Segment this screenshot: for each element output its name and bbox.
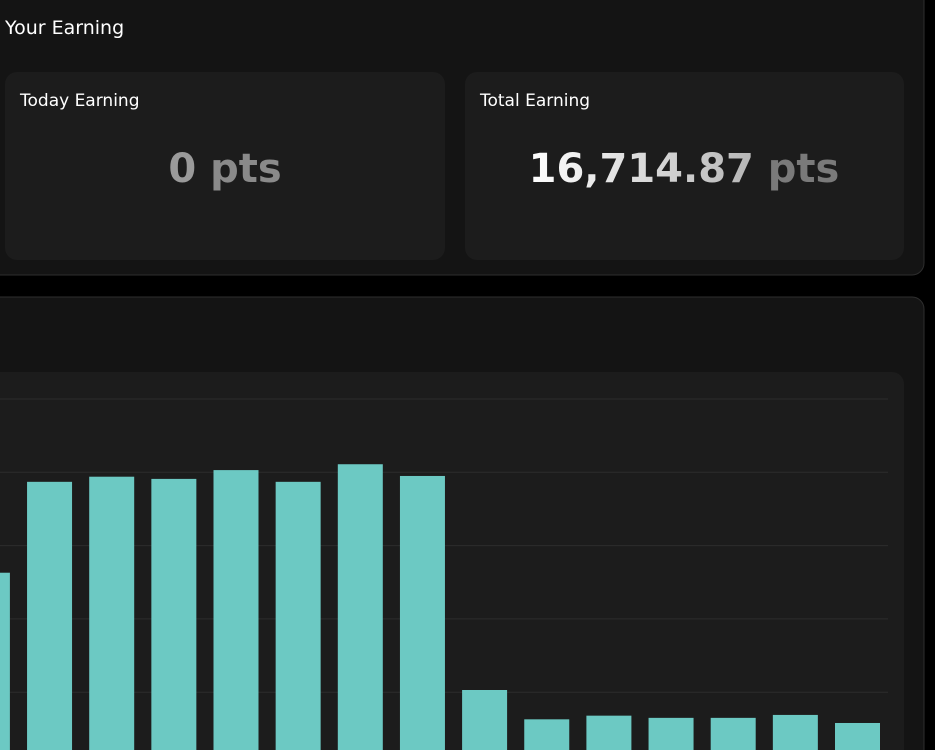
bar	[835, 722, 880, 750]
bar	[337, 464, 383, 750]
card-value: 0 pts	[168, 146, 281, 192]
unit: pts	[210, 146, 282, 192]
card	[5, 72, 445, 260]
chart-area	[0, 372, 904, 750]
bar	[213, 470, 259, 750]
value: 0	[168, 146, 196, 192]
bar	[27, 481, 73, 750]
value: 16,714.87	[529, 146, 754, 192]
bar	[586, 715, 632, 750]
plot	[0, 398, 888, 750]
card	[465, 72, 904, 260]
bar	[89, 476, 135, 750]
card-label: Total Earning	[479, 91, 590, 111]
bar	[462, 690, 508, 750]
panel-title: Your Earning	[4, 17, 124, 39]
bar	[399, 475, 445, 750]
unit: pts	[768, 146, 840, 192]
bar	[772, 714, 818, 750]
bar	[524, 719, 570, 750]
card-value: 16,714.87 pts	[529, 146, 840, 192]
bar	[710, 717, 756, 750]
card-label: Today Earning	[19, 91, 139, 111]
bar	[648, 717, 694, 750]
bar	[151, 478, 197, 750]
bar	[275, 481, 321, 750]
bar	[0, 572, 10, 750]
